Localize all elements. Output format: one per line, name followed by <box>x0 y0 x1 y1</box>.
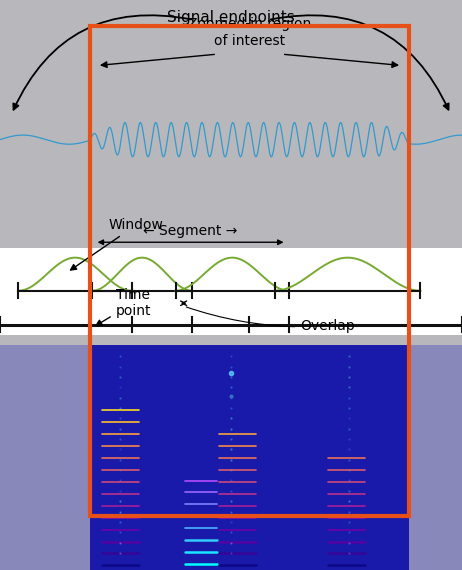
Text: Window: Window <box>71 218 164 270</box>
Bar <box>0 345 462 570</box>
Text: Signal endpoints: Signal endpoints <box>167 10 295 25</box>
Text: Zoomed-in region
of interest: Zoomed-in region of interest <box>188 17 311 48</box>
Text: Overlap: Overlap <box>186 307 355 333</box>
Bar <box>90 345 409 570</box>
Text: ← Segment →: ← Segment → <box>143 223 238 238</box>
Text: Time
point: Time point <box>96 288 151 325</box>
Bar <box>0 248 462 335</box>
Bar <box>90 26 409 516</box>
